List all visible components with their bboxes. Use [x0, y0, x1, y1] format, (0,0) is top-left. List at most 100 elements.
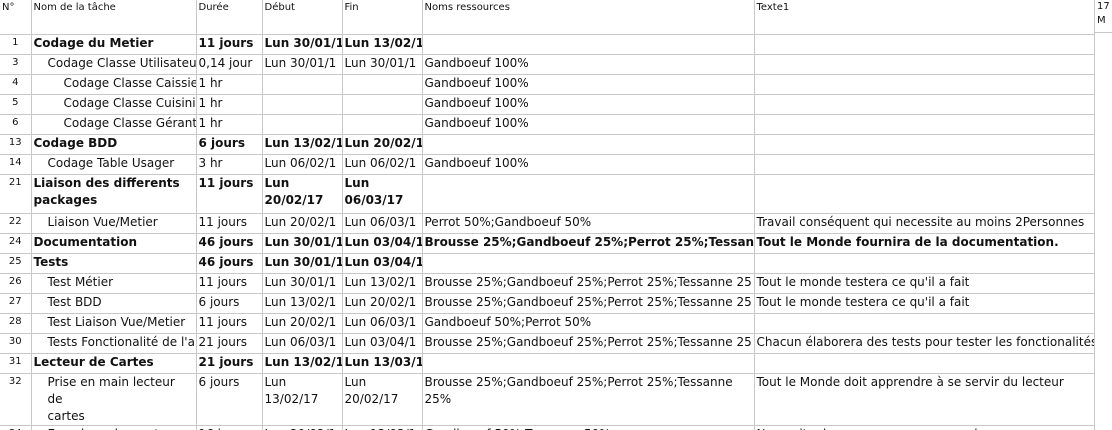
- task-name[interactable]: Codage Table Usager: [31, 154, 197, 175]
- task-name[interactable]: Prise en main lecteur de cartes: [31, 373, 197, 426]
- task-end[interactable]: [342, 74, 423, 95]
- task-duration[interactable]: 11 jours: [196, 34, 263, 55]
- task-text[interactable]: [754, 34, 1095, 55]
- column-header-duration[interactable]: Durée: [196, 0, 263, 35]
- task-end[interactable]: Lun 06/03/1: [342, 213, 423, 234]
- task-end[interactable]: Lun 30/01/1: [342, 54, 423, 75]
- task-duration[interactable]: 11 jours: [196, 313, 263, 334]
- task-resources[interactable]: Gandboeuf 50%;Perrot 50%: [422, 313, 755, 334]
- task-end[interactable]: Lun 13/02/1: [342, 273, 423, 294]
- task-name[interactable]: Codage Classe Caissier: [31, 74, 197, 95]
- table-row[interactable]: 26 Test Métier 11 jours Lun 30/01/1 Lun …: [0, 273, 1095, 294]
- task-start[interactable]: Lun 30/01/1: [262, 34, 343, 55]
- task-start[interactable]: Lun 20/02/17: [262, 174, 343, 214]
- column-header-text[interactable]: Texte1: [754, 0, 1095, 35]
- task-name[interactable]: Codage Classe Cuisinier: [31, 94, 197, 115]
- task-text[interactable]: [754, 74, 1095, 95]
- task-text[interactable]: [754, 253, 1095, 274]
- task-resources[interactable]: Gandboeuf 100%: [422, 154, 755, 175]
- table-row[interactable]: 3 Codage Classe Utilisateur 0,14 jour Lu…: [0, 54, 1095, 75]
- task-end[interactable]: Lun 06/02/1: [342, 154, 423, 175]
- task-duration[interactable]: 1 hr: [196, 114, 263, 135]
- task-text[interactable]: Necessite deux personnes car complexe: [754, 425, 1095, 430]
- task-duration[interactable]: 46 jours: [196, 253, 263, 274]
- task-end[interactable]: Lun 20/02/1: [342, 134, 423, 155]
- task-text[interactable]: [754, 174, 1095, 214]
- task-text[interactable]: [754, 353, 1095, 374]
- table-row[interactable]: 22 Liaison Vue/Metier 11 jours Lun 20/02…: [0, 213, 1095, 234]
- task-name[interactable]: Test BDD: [31, 293, 197, 314]
- task-start[interactable]: Lun 13/02/1: [262, 293, 343, 314]
- task-duration[interactable]: 6 jours: [196, 373, 263, 426]
- task-text[interactable]: [754, 313, 1095, 334]
- task-duration[interactable]: 0,14 jour: [196, 54, 263, 75]
- task-start[interactable]: [262, 94, 343, 115]
- table-row[interactable]: 1 Codage du Metier 11 jours Lun 30/01/1 …: [0, 34, 1095, 55]
- table-row[interactable]: 25 Tests 46 jours Lun 30/01/1 Lun 03/04/…: [0, 253, 1095, 274]
- task-name[interactable]: Tests: [31, 253, 197, 274]
- task-start[interactable]: Lun 30/01/1: [262, 54, 343, 75]
- task-end[interactable]: Lun 03/04/1: [342, 233, 423, 254]
- task-duration[interactable]: 11 jours: [196, 213, 263, 234]
- table-row[interactable]: 6 Codage Classe Gérant 1 hr Gandboeuf 10…: [0, 114, 1095, 135]
- task-resources[interactable]: Gandboeuf 100%: [422, 74, 755, 95]
- table-row[interactable]: 31 Lecteur de Cartes 21 jours Lun 13/02/…: [0, 353, 1095, 374]
- task-resources[interactable]: Brousse 25%;Gandboeuf 25%;Perrot 25%;Tes…: [422, 333, 755, 354]
- task-end[interactable]: Lun 03/04/1: [342, 253, 423, 274]
- task-start[interactable]: Lun 06/03/1: [262, 333, 343, 354]
- task-end[interactable]: Lun 03/04/1: [342, 333, 423, 354]
- task-end[interactable]: Lun 06/03/1: [342, 313, 423, 334]
- task-end[interactable]: Lun 20/02/1: [342, 293, 423, 314]
- task-start[interactable]: Lun 20/02/1: [262, 213, 343, 234]
- task-name[interactable]: Documentation: [31, 233, 197, 254]
- task-resources[interactable]: Gandboeuf 100%: [422, 94, 755, 115]
- task-name[interactable]: Codage Classe Gérant: [31, 114, 197, 135]
- table-row[interactable]: 32 Prise en main lecteur de cartes 6 jour…: [0, 373, 1095, 426]
- task-duration[interactable]: 46 jours: [196, 233, 263, 254]
- task-resources[interactable]: Brousse 25%;Gandboeuf 25%;Perrot 25%;Tes…: [422, 373, 755, 426]
- table-row[interactable]: 30 Tests Fonctionalité de l'a 21 jours L…: [0, 333, 1095, 354]
- task-text[interactable]: Tout le monde testera ce qu'il a fait: [754, 293, 1095, 314]
- table-row[interactable]: 21 Liaison des differents packages 11 jou…: [0, 174, 1095, 214]
- task-name[interactable]: Liaison des differents packages: [31, 174, 197, 214]
- task-text[interactable]: [754, 94, 1095, 115]
- table-row[interactable]: 5 Codage Classe Cuisinier 1 hr Gandboeuf…: [0, 94, 1095, 115]
- task-text[interactable]: Tout le Monde fournira de la documentati…: [754, 233, 1095, 254]
- task-start[interactable]: Lun 20/02/1: [262, 313, 343, 334]
- table-row[interactable]: 34 Encodage des cartes 16 jours Lun 20/0…: [0, 425, 1095, 430]
- task-duration[interactable]: 6 jours: [196, 134, 263, 155]
- task-duration[interactable]: 16 jours: [196, 425, 263, 430]
- task-duration[interactable]: 11 jours: [196, 273, 263, 294]
- task-duration[interactable]: 3 hr: [196, 154, 263, 175]
- table-row[interactable]: 27 Test BDD 6 jours Lun 13/02/1 Lun 20/0…: [0, 293, 1095, 314]
- task-resources[interactable]: Brousse 25%;Gandboeuf 25%;Perrot 25%;Tes…: [422, 293, 755, 314]
- task-start[interactable]: Lun 30/01/1: [262, 273, 343, 294]
- task-resources[interactable]: [422, 34, 755, 55]
- column-header-name[interactable]: Nom de la tâche: [31, 0, 197, 35]
- task-resources[interactable]: [422, 353, 755, 374]
- task-resources[interactable]: Brousse 25%;Gandboeuf 25%;Perrot 25%;Tes…: [422, 233, 755, 254]
- task-name[interactable]: Liaison Vue/Metier: [31, 213, 197, 234]
- task-start[interactable]: [262, 114, 343, 135]
- task-start[interactable]: Lun 13/02/17: [262, 373, 343, 426]
- task-name[interactable]: Codage Classe Utilisateur: [31, 54, 197, 75]
- table-row[interactable]: 4 Codage Classe Caissier 1 hr Gandboeuf …: [0, 74, 1095, 95]
- task-name[interactable]: Test Métier: [31, 273, 197, 294]
- task-end[interactable]: Lun 13/02/1: [342, 34, 423, 55]
- task-resources[interactable]: [422, 174, 755, 214]
- task-resources[interactable]: Brousse 25%;Gandboeuf 25%;Perrot 25%;Tes…: [422, 273, 755, 294]
- task-text[interactable]: [754, 114, 1095, 135]
- task-text[interactable]: [754, 154, 1095, 175]
- task-duration[interactable]: 21 jours: [196, 333, 263, 354]
- task-resources[interactable]: [422, 134, 755, 155]
- task-name[interactable]: Codage du Metier: [31, 34, 197, 55]
- task-resources[interactable]: Gandboeuf 100%: [422, 54, 755, 75]
- task-name[interactable]: Tests Fonctionalité de l'a: [31, 333, 197, 354]
- task-start[interactable]: [262, 74, 343, 95]
- task-name[interactable]: Codage BDD: [31, 134, 197, 155]
- task-end[interactable]: Lun 20/02/17: [342, 373, 423, 426]
- task-text[interactable]: [754, 54, 1095, 75]
- task-end[interactable]: Lun 06/03/17: [342, 174, 423, 214]
- task-text[interactable]: Chacun élaborera des tests pour tester l…: [754, 333, 1095, 354]
- table-row[interactable]: 14 Codage Table Usager 3 hr Lun 06/02/1 …: [0, 154, 1095, 175]
